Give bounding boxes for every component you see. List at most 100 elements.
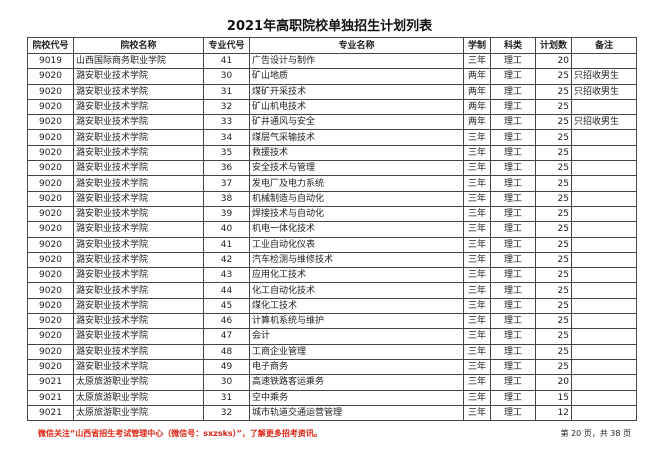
cell-remarks: [571, 144, 637, 162]
cell-category: 理工: [490, 52, 536, 70]
cell-remarks: [571, 251, 637, 269]
cell-school-code: 9020: [27, 68, 74, 85]
cell-category: 理工: [490, 328, 536, 345]
cell-category: 理工: [490, 175, 536, 192]
cell-plan-count: 25: [535, 313, 572, 330]
table-row: 9021 太原旅游职业学院 31 空中乘务 三年 理工 15: [27, 389, 637, 406]
cell-remarks: [571, 343, 637, 360]
cell-category: 理工: [490, 358, 536, 376]
cell-duration: 三年: [463, 52, 491, 70]
cell-school-name: 潞安职业技术学院: [73, 83, 204, 100]
cell-category: 理工: [490, 374, 536, 391]
cell-remarks: [571, 52, 637, 70]
cell-school-code: 9020: [27, 190, 74, 207]
cell-plan-count: 15: [535, 389, 572, 406]
cell-school-code: 9019: [27, 52, 74, 70]
cell-major-code: 48: [203, 343, 250, 360]
cell-duration: 三年: [463, 282, 491, 299]
table-row: 9020 潞安职业技术学院 43 应用化工技术 三年 理工 25: [27, 267, 637, 284]
cell-duration: 三年: [463, 374, 491, 391]
cell-category: 理工: [490, 404, 536, 422]
cell-school-name: 潞安职业技术学院: [73, 98, 204, 116]
cell-duration: 三年: [463, 160, 491, 177]
page-title: 2021年高职院校单独招生计划列表: [226, 19, 433, 34]
cell-school-code: 9020: [27, 358, 74, 376]
cell-school-name: 潞安职业技术学院: [73, 205, 204, 223]
cell-major-name: 应用化工技术: [249, 267, 464, 284]
cell-remarks: [571, 328, 637, 345]
cell-school-code: 9020: [27, 313, 74, 330]
table-row: 9020 潞安职业技术学院 42 汽车检测与维修技术 三年 理工 25: [27, 251, 637, 269]
cell-school-name: 山西国际商务职业学院: [73, 52, 204, 70]
cell-duration: 三年: [463, 221, 491, 238]
table-row: 9020 潞安职业技术学院 33 矿井通风与安全 两年 理工 25 只招收男生: [27, 114, 637, 131]
cell-school-code: 9020: [27, 160, 74, 177]
cell-plan-count: 25: [535, 175, 572, 192]
cell-category: 理工: [490, 282, 536, 299]
cell-major-name: 安全技术与管理: [249, 160, 464, 177]
cell-duration: 三年: [463, 236, 491, 253]
cell-school-code: 9021: [27, 389, 74, 406]
table-row: 9019 山西国际商务职业学院 41 广告设计与制作 三年 理工 20: [27, 52, 637, 70]
cell-plan-count: 25: [535, 297, 572, 315]
cell-school-code: 9020: [27, 175, 74, 192]
cell-school-name: 太原旅游职业学院: [73, 404, 204, 422]
cell-category: 理工: [490, 297, 536, 315]
cell-school-name: 太原旅游职业学院: [73, 374, 204, 391]
cell-remarks: [571, 267, 637, 284]
cell-major-code: 33: [203, 114, 250, 131]
cell-plan-count: 25: [535, 160, 572, 177]
header-major-code: 专业代号: [203, 37, 250, 54]
cell-plan-count: 25: [535, 221, 572, 238]
cell-category: 理工: [490, 98, 536, 116]
cell-remarks: [571, 236, 637, 253]
cell-duration: 三年: [463, 267, 491, 284]
cell-duration: 两年: [463, 114, 491, 131]
cell-duration: 两年: [463, 98, 491, 116]
cell-major-name: 矿山机电技术: [249, 98, 464, 116]
cell-plan-count: 25: [535, 205, 572, 223]
cell-remarks: [571, 282, 637, 299]
cell-plan-count: 25: [535, 83, 572, 100]
cell-major-code: 30: [203, 374, 250, 391]
cell-major-code: 41: [203, 52, 250, 70]
cell-school-name: 潞安职业技术学院: [73, 160, 204, 177]
cell-remarks: [571, 374, 637, 391]
table-header-row: 院校代号 院校名称 专业代号 专业名称 学制 科类 计划数 备注: [27, 37, 637, 54]
header-remarks: 备注: [571, 37, 637, 54]
cell-plan-count: 20: [535, 374, 572, 391]
table-row: 9020 潞安职业技术学院 48 工商企业管理 三年 理工 25: [27, 343, 637, 360]
cell-plan-count: 25: [535, 98, 572, 116]
cell-school-code: 9020: [27, 83, 74, 100]
cell-major-name: 汽车检测与维修技术: [249, 251, 464, 269]
table-row: 9020 潞安职业技术学院 44 化工自动化技术 三年 理工 25: [27, 282, 637, 299]
cell-school-code: 9020: [27, 297, 74, 315]
cell-school-code: 9020: [27, 343, 74, 360]
cell-major-name: 会计: [249, 328, 464, 345]
cell-duration: 三年: [463, 389, 491, 406]
cell-plan-count: 25: [535, 190, 572, 207]
cell-major-name: 电子商务: [249, 358, 464, 376]
header-school-code: 院校代号: [27, 37, 74, 54]
cell-remarks: 只招收男生: [571, 83, 637, 100]
table-row: 9020 潞安职业技术学院 49 电子商务 三年 理工 25: [27, 358, 637, 376]
cell-category: 理工: [490, 389, 536, 406]
cell-duration: 三年: [463, 205, 491, 223]
table-row: 9020 潞安职业技术学院 30 矿山地质 两年 理工 25 只招收男生: [27, 68, 637, 85]
cell-major-name: 焊接技术与自动化: [249, 205, 464, 223]
cell-category: 理工: [490, 83, 536, 100]
cell-school-name: 潞安职业技术学院: [73, 282, 204, 299]
cell-remarks: [571, 404, 637, 422]
cell-plan-count: 25: [535, 358, 572, 376]
cell-category: 理工: [490, 129, 536, 146]
cell-remarks: [571, 175, 637, 192]
table-row: 9020 潞安职业技术学院 34 煤层气采输技术 三年 理工 25: [27, 129, 637, 146]
cell-duration: 三年: [463, 328, 491, 345]
cell-remarks: [571, 389, 637, 406]
cell-plan-count: 20: [535, 52, 572, 70]
cell-school-name: 潞安职业技术学院: [73, 236, 204, 253]
table-row: 9020 潞安职业技术学院 37 发电厂及电力系统 三年 理工 25: [27, 175, 637, 192]
cell-category: 理工: [490, 267, 536, 284]
cell-remarks: [571, 313, 637, 330]
